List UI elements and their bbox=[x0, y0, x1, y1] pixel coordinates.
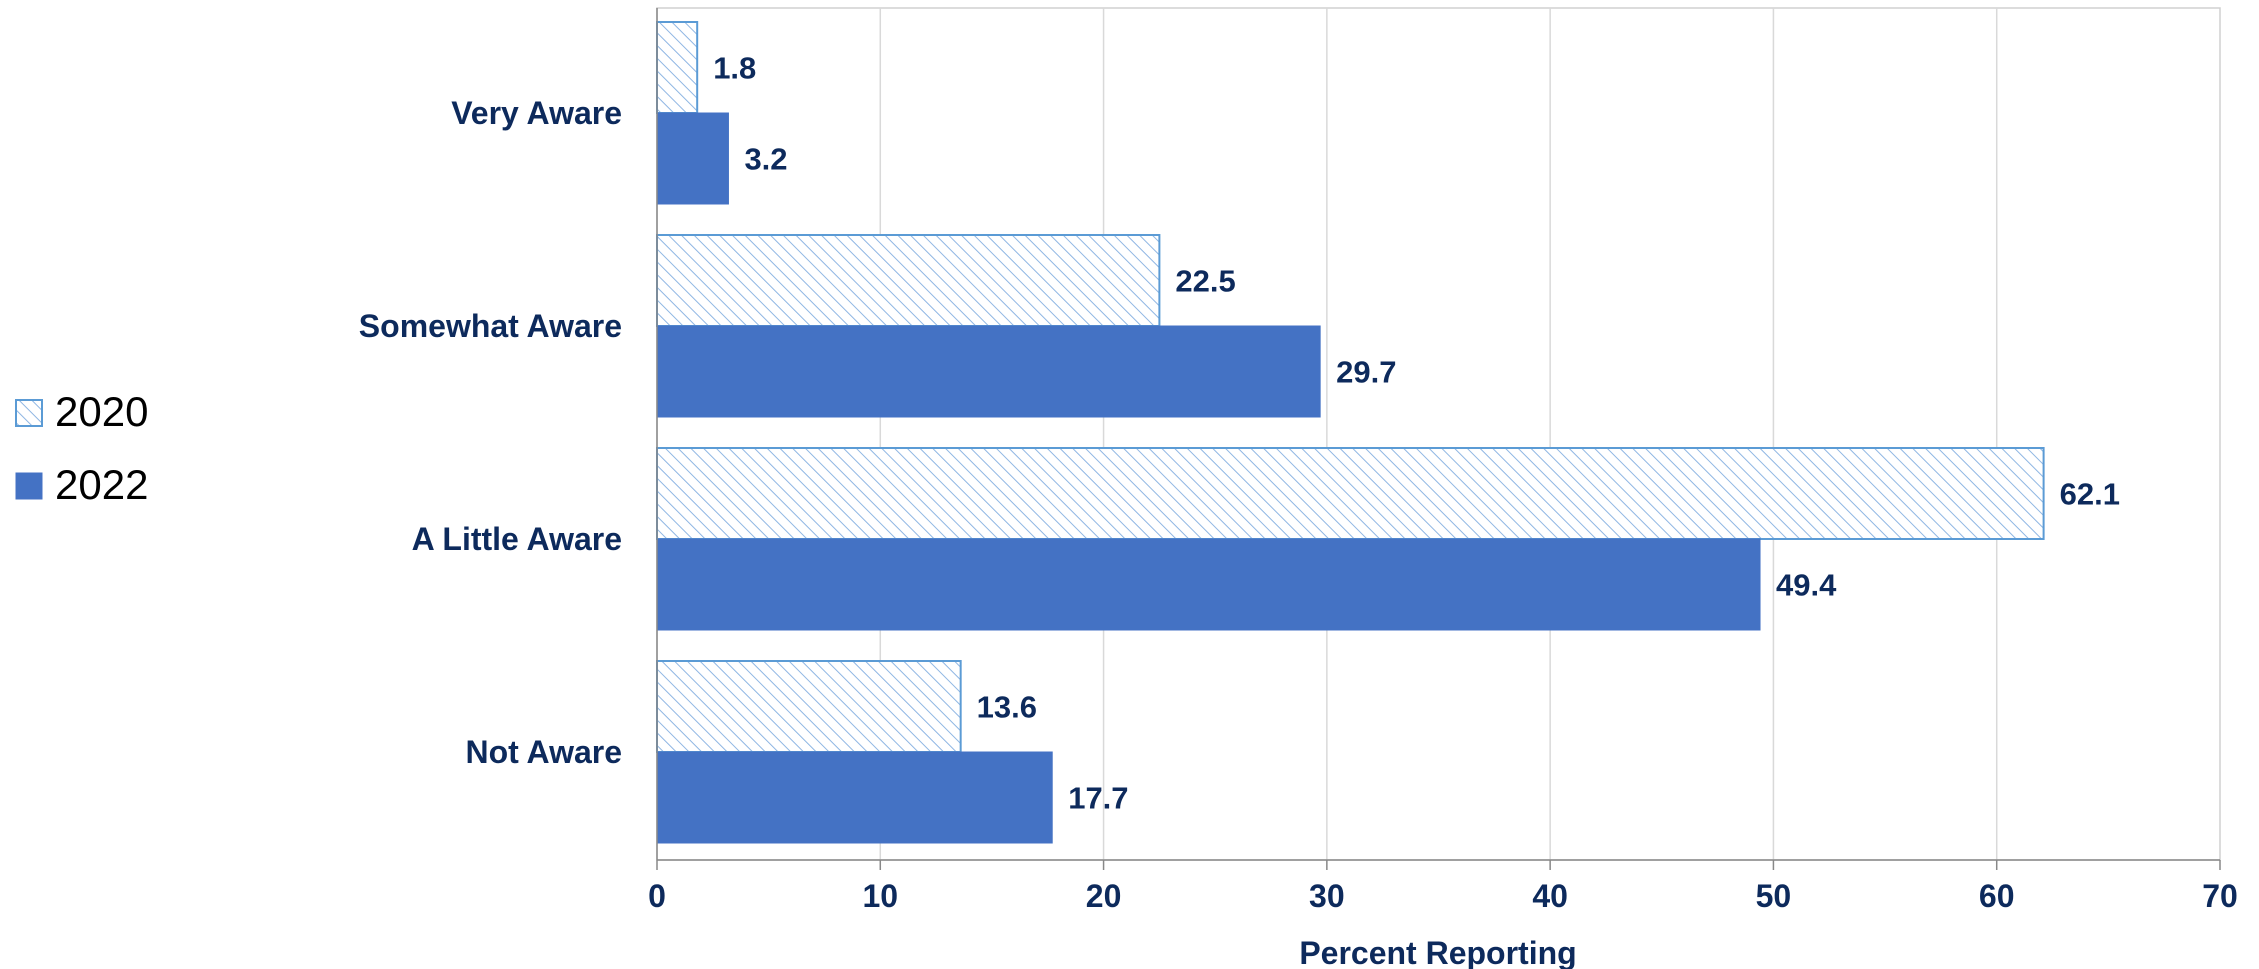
bar-2022-not-aware bbox=[656, 751, 1053, 844]
data-label: 29.7 bbox=[1336, 355, 1396, 390]
data-label: 62.1 bbox=[2060, 477, 2120, 512]
x-tick-label: 20 bbox=[1086, 878, 1122, 914]
x-tick-label: 10 bbox=[862, 878, 898, 914]
x-tick-label: 0 bbox=[648, 878, 666, 914]
x-axis-title: Percent Reporting bbox=[1299, 935, 1576, 969]
category-label: Somewhat Aware bbox=[359, 308, 622, 344]
category-labels: Very Aware Somewhat Aware A Little Aware No… bbox=[359, 95, 622, 770]
bar-2020-not-aware bbox=[656, 660, 962, 753]
category-label: A Little Aware bbox=[412, 521, 622, 557]
legend-label: 2020 bbox=[55, 388, 148, 435]
category-label: Not Aware bbox=[466, 734, 622, 770]
x-tick-label: 70 bbox=[2202, 878, 2238, 914]
bar-2020-somewhat-aware bbox=[656, 234, 1161, 327]
bar-2022-very-aware bbox=[656, 112, 729, 205]
x-axis-ticks: 0 10 20 30 40 50 60 70 bbox=[648, 859, 2238, 914]
legend-label: 2022 bbox=[55, 461, 148, 508]
legend: 2020 2022 bbox=[15, 388, 148, 508]
bar-2022-somewhat-aware bbox=[656, 325, 1321, 418]
bars bbox=[656, 21, 2045, 844]
data-label: 3.2 bbox=[744, 142, 787, 177]
data-label: 13.6 bbox=[977, 690, 1037, 725]
x-tick-label: 50 bbox=[1756, 878, 1792, 914]
bar-2020-a-little-aware bbox=[656, 447, 2045, 540]
bar-2022-a-little-aware bbox=[656, 538, 1761, 631]
bar-2020-very-aware bbox=[656, 21, 699, 114]
legend-swatch-2022 bbox=[15, 472, 43, 500]
gridlines bbox=[879, 8, 1998, 860]
data-label: 1.8 bbox=[713, 51, 756, 86]
x-tick-label: 30 bbox=[1309, 878, 1345, 914]
data-label: 22.5 bbox=[1175, 264, 1235, 299]
value-labels: 1.8 3.2 22.5 29.7 62.1 49.4 13.6 17.7 bbox=[713, 51, 2120, 816]
x-tick-label: 60 bbox=[1979, 878, 2015, 914]
legend-swatch-2020 bbox=[15, 399, 43, 427]
data-label: 49.4 bbox=[1776, 568, 1837, 603]
x-tick-label: 40 bbox=[1532, 878, 1568, 914]
category-label: Very Aware bbox=[451, 95, 622, 131]
data-label: 17.7 bbox=[1068, 781, 1128, 816]
